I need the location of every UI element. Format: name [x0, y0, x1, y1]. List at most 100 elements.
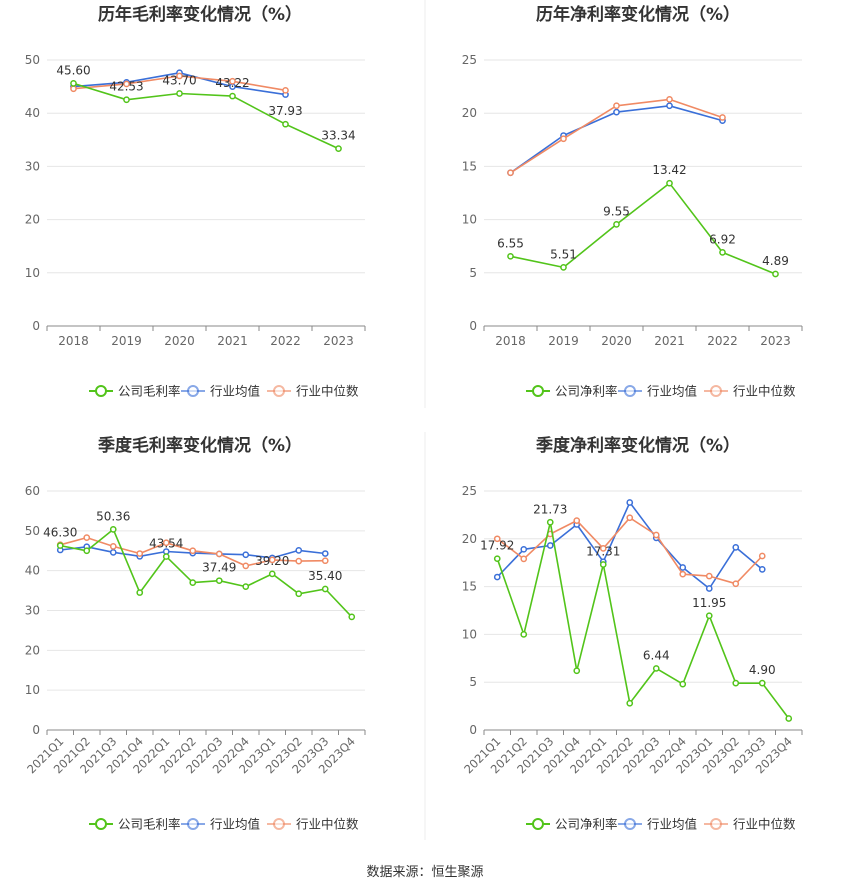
legend-marker-avg: [187, 385, 199, 397]
legend-marker-median: [710, 818, 722, 830]
y-tick-label: 20: [462, 106, 477, 120]
data-label: 37.49: [202, 561, 236, 575]
x-tick-label: 2018: [58, 334, 89, 348]
chart-legend: 公司毛利率 行业均值 行业中位数: [89, 817, 359, 832]
point-median: [162, 539, 170, 547]
x-tick-label: 2020: [601, 334, 632, 348]
data-label: 46.30: [43, 526, 77, 540]
data-label: 37.93: [268, 104, 302, 118]
y-tick-label: 60: [25, 484, 40, 498]
point-company: [242, 583, 250, 590]
point-avg: [546, 542, 554, 549]
point-company: [785, 715, 793, 722]
point-company: [268, 570, 276, 578]
data-label: 50.36: [96, 509, 130, 523]
chart-title: 历年净利率变化情况（%）: [536, 4, 740, 25]
point-company: [229, 92, 236, 100]
point-company: [626, 699, 634, 707]
data-label: 43.54: [149, 537, 183, 551]
point-median: [70, 85, 77, 93]
x-tick-label: 2022: [707, 334, 738, 348]
x-tick-label: 2018: [495, 334, 526, 348]
point-company: [573, 667, 581, 675]
point-company: [719, 249, 726, 256]
y-tick-label: 15: [462, 580, 477, 594]
series-line-company: [73, 82, 339, 150]
point-company: [705, 612, 713, 620]
series-line-company: [496, 521, 790, 719]
legend-label-median: 行业中位数: [296, 384, 359, 399]
y-tick-label: 0: [469, 723, 477, 737]
legend-marker-avg: [187, 818, 199, 830]
chart-legend: 公司净利率 行业均值 行业中位数: [526, 384, 796, 399]
x-tick-label: 2019: [111, 334, 142, 348]
y-tick-label: 30: [25, 604, 40, 618]
chart-panel-1: 历年毛利率变化情况（%） 0 10 20 30 40 50 2018 2019 2020 2021 2…: [25, 4, 366, 399]
point-company: [613, 221, 620, 228]
y-tick-label: 25: [462, 484, 477, 498]
x-tick-label: 2019: [548, 334, 579, 348]
point-avg: [520, 545, 528, 553]
data-label: 21.73: [533, 502, 567, 516]
legend-marker-company: [95, 385, 107, 397]
point-company: [560, 264, 567, 271]
point-company: [215, 577, 223, 585]
data-label: 6.44: [643, 648, 670, 662]
y-tick-label: 10: [462, 627, 477, 641]
y-tick-label: 0: [32, 319, 40, 333]
point-avg: [705, 585, 713, 592]
point-median: [189, 547, 197, 555]
y-tick-label: 0: [469, 319, 477, 333]
point-median: [268, 556, 276, 564]
y-tick-label: 50: [25, 524, 40, 538]
point-company: [772, 270, 779, 278]
y-tick-label: 20: [462, 532, 477, 546]
y-tick-label: 10: [462, 213, 477, 227]
legend-label-median: 行业中位数: [296, 817, 359, 832]
x-tick-label: 2021: [217, 334, 248, 348]
legend-label-company: 公司净利率: [555, 384, 618, 399]
data-source-footer: 数据来源：恒生聚源: [366, 865, 484, 880]
point-median: [282, 86, 289, 94]
point-avg: [613, 108, 620, 116]
data-label: 17.31: [586, 545, 620, 559]
point-median: [679, 570, 687, 578]
point-median: [176, 72, 183, 80]
legend-label-avg: 行业均值: [210, 817, 260, 832]
x-tick-label: 2023: [323, 334, 354, 348]
data-label: 42.53: [109, 80, 143, 94]
data-label: 4.89: [762, 254, 789, 268]
chart-panel-2: 历年净利率变化情况（%） 0 5 10 15 20 25 2018 2019 2020 2021 20…: [462, 4, 803, 399]
point-company: [758, 679, 766, 687]
point-company: [189, 579, 197, 586]
point-avg: [493, 573, 501, 581]
y-tick-label: 20: [25, 643, 40, 657]
y-tick-label: 15: [462, 159, 477, 173]
point-median: [560, 135, 567, 143]
legend-marker-company: [95, 818, 107, 830]
point-avg: [679, 564, 687, 571]
y-tick-label: 30: [25, 159, 40, 173]
point-company: [666, 179, 673, 187]
point-median: [493, 535, 501, 543]
point-avg: [758, 566, 766, 573]
point-avg: [109, 548, 117, 556]
point-avg: [626, 499, 634, 506]
point-company: [321, 585, 329, 593]
point-median: [215, 550, 223, 558]
legend-label-avg: 行业均值: [210, 384, 260, 399]
x-tick-label: 2021: [654, 334, 685, 348]
point-median: [652, 531, 660, 539]
series-line-company: [60, 528, 353, 618]
y-tick-label: 20: [25, 213, 40, 227]
y-tick-label: 50: [25, 53, 40, 67]
point-company: [348, 613, 356, 621]
point-company: [493, 555, 501, 563]
y-tick-label: 5: [469, 266, 477, 280]
point-avg: [242, 551, 250, 559]
legend-marker-company: [532, 818, 544, 830]
point-median: [573, 517, 581, 524]
point-company: [599, 561, 607, 568]
point-median: [123, 80, 130, 88]
